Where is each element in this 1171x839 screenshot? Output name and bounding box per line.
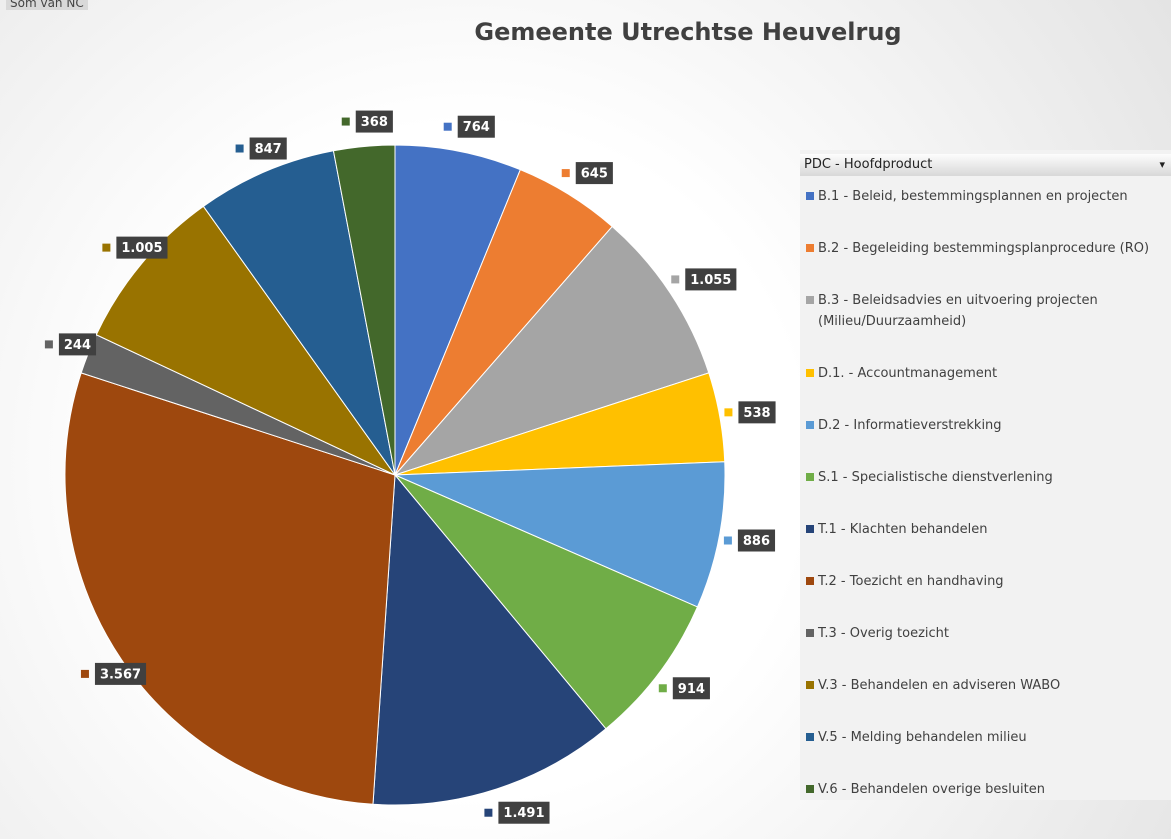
legend-label: S.1 - Specialistische dienstverlening (818, 470, 1053, 485)
label-swatch (723, 536, 732, 545)
data-label: 886 (743, 534, 770, 549)
label-swatch (235, 144, 244, 153)
data-label: 1.491 (503, 806, 544, 821)
pie-slice (394, 461, 726, 608)
chart-title: Gemeente Utrechtse Heuvelrug (474, 18, 901, 46)
legend-item[interactable]: T.3 - Overig toezicht (806, 623, 1171, 644)
legend-swatch (806, 244, 814, 252)
field-button[interactable]: Som van NC (6, 0, 88, 10)
legend-label: D.2 - Informatieverstrekking (818, 418, 1002, 433)
legend-swatch (806, 629, 814, 637)
label-swatch (443, 122, 452, 131)
data-label: 1.055 (690, 273, 731, 288)
legend-swatch (806, 192, 814, 200)
label-box (738, 401, 776, 424)
legend-item[interactable]: V.3 - Behandelen en adviseren WABO (806, 675, 1171, 696)
legend-swatch (806, 525, 814, 533)
label-swatch (658, 684, 667, 693)
legend-item[interactable]: D.2 - Informatieverstrekking (806, 415, 1171, 436)
pie-slice (393, 225, 710, 477)
legend-swatch (806, 577, 814, 585)
label-box (355, 110, 393, 133)
legend-item[interactable]: S.1 - Specialistische dienstverlening (806, 467, 1171, 488)
label-box (58, 333, 97, 356)
data-label: 538 (743, 406, 770, 421)
pie-slice (394, 474, 699, 730)
legend-item[interactable]: T.1 - Klachten behandelen (806, 519, 1171, 540)
legend-label: V.3 - Behandelen en adviseren WABO (818, 678, 1061, 693)
legend-label: T.3 - Overig toezicht (818, 626, 949, 641)
legend-label: B.2 - Begeleiding bestemmingsplanprocedu… (818, 241, 1150, 256)
label-box (94, 662, 147, 685)
legend-label: T.1 - Klachten behandelen (818, 522, 988, 537)
legend-swatch (806, 296, 814, 304)
legend-swatch (806, 369, 814, 377)
data-label: 645 (581, 167, 608, 182)
legend-swatch (806, 681, 814, 689)
legend-item[interactable]: B.3 - Beleidsadvies en uitvoering projec… (806, 290, 1171, 332)
legend-swatch (806, 785, 814, 793)
legend: PDC - Hoofdproduct B.1 - Beleid, bestemm… (800, 150, 1171, 800)
legend-item[interactable]: B.2 - Begeleiding bestemmingsplanprocedu… (806, 238, 1171, 259)
label-box (249, 137, 287, 160)
label-swatch (102, 243, 111, 252)
legend-label: V.5 - Melding behandelen milieu (818, 730, 1027, 745)
label-box (672, 677, 710, 700)
legend-item[interactable]: V.6 - Behandelen overige besluiten (806, 779, 1171, 800)
legend-label: V.6 - Behandelen overige besluiten (818, 782, 1045, 797)
legend-label: B.3 - Beleidsadvies en uitvoering projec… (818, 293, 1098, 329)
pie-slice (394, 144, 521, 476)
legend-item[interactable]: D.1. - Accountmanagement (806, 363, 1171, 384)
data-label: 914 (678, 682, 705, 697)
data-label: 1.005 (121, 241, 162, 256)
label-box (116, 236, 168, 259)
data-label: 847 (255, 142, 282, 157)
label-swatch (561, 169, 570, 178)
label-box (575, 162, 613, 185)
label-box (498, 801, 550, 824)
data-label: 3.567 (100, 667, 141, 682)
label-box (737, 529, 776, 552)
legend-label: D.1. - Accountmanagement (818, 366, 998, 381)
pie-slice (202, 150, 396, 476)
label-swatch (80, 669, 89, 678)
data-label: 764 (463, 120, 490, 135)
data-label: 368 (361, 115, 388, 130)
label-swatch (671, 275, 680, 284)
label-box (685, 268, 737, 291)
label-swatch (44, 340, 53, 349)
legend-header[interactable]: PDC - Hoofdproduct (800, 154, 1171, 176)
pie-slice (372, 473, 607, 806)
label-box (457, 115, 495, 138)
legend-item[interactable]: T.2 - Toezicht en handhaving (806, 571, 1171, 592)
data-label: 244 (64, 338, 91, 353)
pie-slice (64, 372, 396, 805)
label-swatch (724, 408, 733, 417)
pie-slice (95, 205, 397, 477)
label-swatch (484, 808, 493, 817)
legend-label: B.1 - Beleid, bestemmingsplannen en proj… (818, 189, 1128, 204)
legend-item[interactable]: V.5 - Melding behandelen milieu (806, 727, 1171, 748)
legend-swatch (806, 473, 814, 481)
legend-swatch (806, 733, 814, 741)
legend-item[interactable]: B.1 - Beleid, bestemmingsplannen en proj… (806, 186, 1171, 207)
pie-slice (332, 144, 396, 476)
legend-label: T.2 - Toezicht en handhaving (818, 574, 1004, 589)
label-swatch (341, 117, 350, 126)
legend-swatch (806, 421, 814, 429)
